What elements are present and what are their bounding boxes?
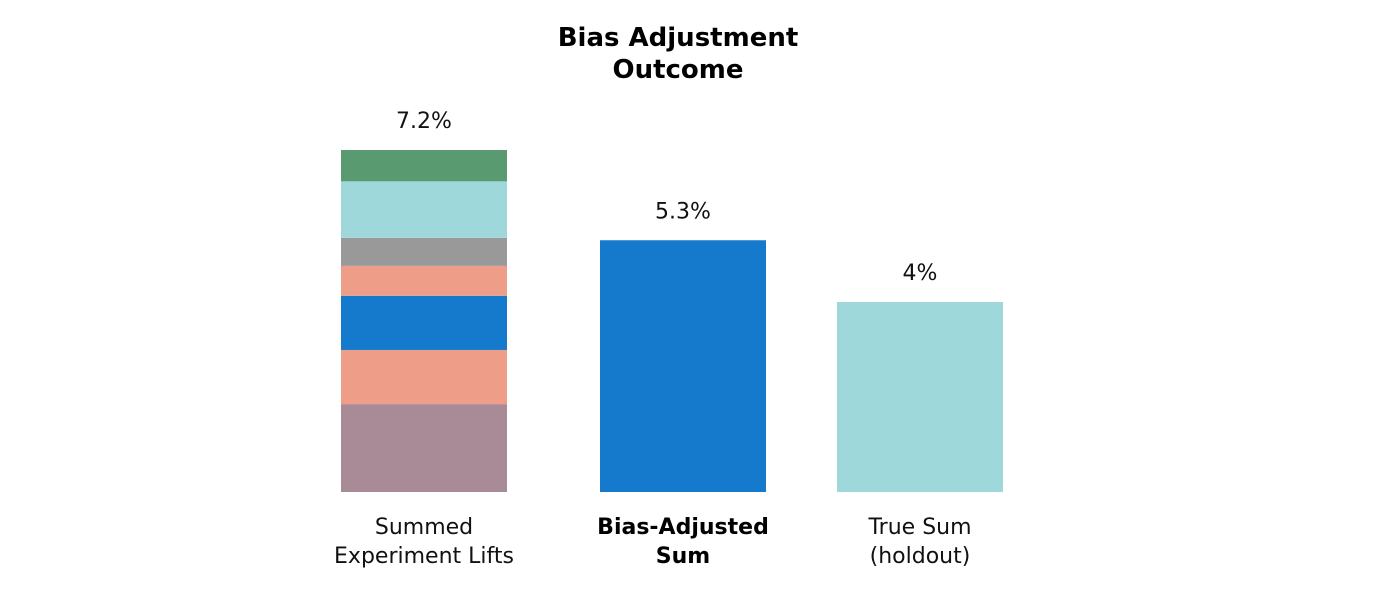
bar-bias-adjusted	[600, 240, 766, 492]
bar-summed-segment-1	[341, 404, 507, 492]
category-label-summed: Summed Experiment Lifts	[294, 513, 554, 571]
bar-summed-segment-4	[341, 265, 507, 296]
value-label-summed: 7.2%	[396, 109, 452, 134]
value-label-bias-adjusted: 5.3%	[655, 199, 711, 224]
value-label-true-sum: 4%	[903, 261, 938, 286]
category-label-true-sum-line-1: True Sum	[868, 515, 972, 540]
category-label-true-sum: True Sum (holdout)	[790, 513, 1050, 571]
bar-summed-segment-6	[341, 181, 507, 238]
category-label-bias-adjusted-line-2: Sum	[655, 544, 711, 569]
category-label-bias-adjusted-line-1: Bias-Adjusted	[597, 515, 769, 540]
chart-title-line-1: Bias Adjustment	[557, 23, 799, 53]
bar-summed-segment-3	[341, 295, 507, 350]
category-label-true-sum-line-2: (holdout)	[869, 544, 971, 569]
bar-summed-segment-5	[341, 237, 507, 266]
bar-true-sum	[837, 302, 1003, 492]
category-label-bias-adjusted: Bias-Adjusted Sum	[553, 513, 813, 571]
bar-summed-segment-2	[341, 349, 507, 405]
category-label-summed-line-2: Experiment Lifts	[334, 544, 514, 569]
bar-summed-segment-7	[341, 150, 507, 182]
chart-title: Bias Adjustment Outcome	[478, 22, 878, 86]
chart-title-line-2: Outcome	[612, 55, 744, 85]
category-label-summed-line-1: Summed	[374, 515, 474, 540]
